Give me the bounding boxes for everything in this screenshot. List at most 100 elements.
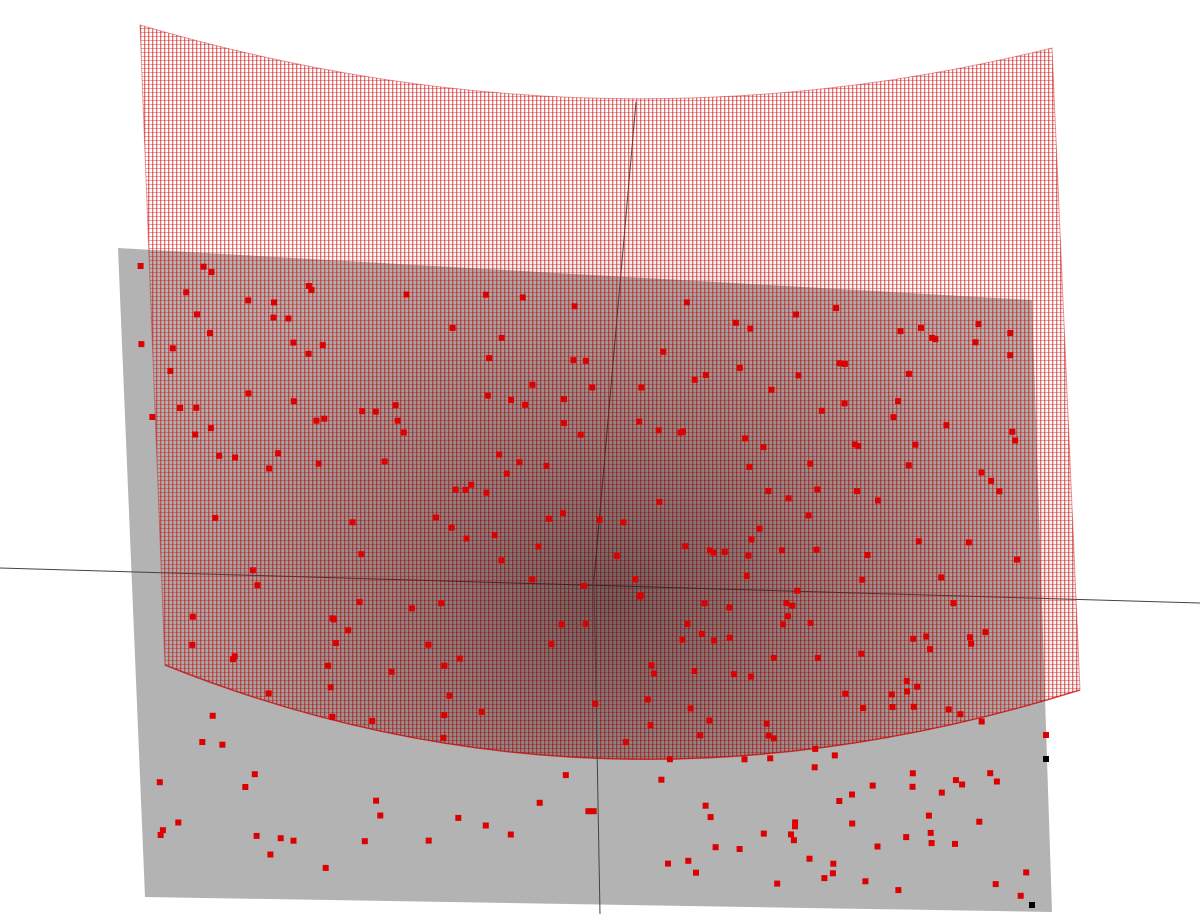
- sample-point: [636, 418, 643, 425]
- sample-point: [482, 822, 489, 829]
- sample-point: [558, 621, 565, 628]
- sample-point: [767, 755, 774, 762]
- paraboloid-mesh: [139, 24, 1081, 760]
- sample-point: [711, 637, 718, 644]
- sample-point: [996, 488, 1003, 495]
- sample-point: [912, 441, 919, 448]
- sample-point: [702, 372, 709, 378]
- sample-point: [710, 549, 717, 556]
- sample-point: [651, 670, 658, 677]
- sample-point: [807, 460, 814, 467]
- sample-point: [582, 620, 589, 627]
- sample-point: [157, 832, 164, 838]
- sample-point: [199, 739, 206, 745]
- sample-point: [746, 463, 753, 470]
- sample-point: [682, 543, 689, 550]
- sample-point: [763, 720, 770, 727]
- sample-point: [788, 831, 794, 838]
- sample-point: [290, 837, 297, 844]
- sample-point: [267, 851, 274, 858]
- sample-point: [792, 819, 799, 826]
- sample-point: [706, 717, 713, 724]
- sample-point: [194, 311, 200, 318]
- sample-point: [765, 732, 772, 739]
- sample-point: [207, 425, 214, 432]
- sample-point: [581, 583, 587, 589]
- sample-point: [874, 843, 881, 850]
- sample-point: [811, 764, 818, 771]
- sample-point: [251, 771, 258, 778]
- sample-point: [209, 712, 216, 719]
- sample-point: [637, 592, 644, 599]
- sample-point: [745, 552, 752, 559]
- sample-point: [736, 846, 743, 852]
- sample-point: [483, 489, 490, 496]
- sample-point: [685, 857, 692, 864]
- sample-point: [915, 538, 922, 545]
- sample-point: [833, 305, 840, 312]
- sample-point: [433, 514, 440, 521]
- sample-point: [988, 477, 995, 484]
- sample-point: [242, 784, 249, 790]
- sample-point: [149, 414, 156, 420]
- sample-point: [658, 776, 665, 783]
- sample-point: [548, 641, 555, 648]
- sample-point: [794, 587, 801, 594]
- sample-point: [683, 299, 690, 306]
- sample-point: [585, 808, 592, 815]
- sample-point: [425, 837, 432, 844]
- sample-point: [932, 336, 939, 343]
- sample-point: [965, 539, 972, 546]
- sample-point: [392, 402, 399, 409]
- sample-point: [620, 519, 627, 526]
- sample-point: [189, 613, 196, 620]
- sample-point: [923, 633, 930, 640]
- sample-point: [952, 840, 958, 847]
- sample-point: [438, 600, 445, 607]
- sample-point: [290, 339, 297, 346]
- sample-point: [975, 321, 982, 328]
- sample-point: [665, 860, 671, 867]
- sample-point: [875, 497, 881, 504]
- sample-point: [785, 495, 792, 502]
- sample-point: [938, 789, 945, 796]
- sample-point: [910, 703, 917, 710]
- sample-point: [1007, 330, 1014, 336]
- sample-point: [742, 435, 749, 442]
- sample-point: [503, 470, 510, 477]
- sample-point: [858, 650, 865, 657]
- sample-point: [732, 319, 739, 326]
- sample-point: [200, 263, 207, 270]
- sample-point: [455, 814, 462, 821]
- sample-point: [687, 705, 694, 712]
- sample-point: [679, 636, 686, 643]
- sample-point: [266, 465, 273, 472]
- sample-point: [904, 688, 910, 695]
- sample-point: [849, 791, 855, 798]
- sample-point: [571, 303, 578, 310]
- sample-point: [498, 334, 505, 341]
- sample-point: [707, 547, 713, 554]
- sample-point: [356, 599, 363, 606]
- outlier-point: [1043, 732, 1049, 738]
- sample-point: [952, 777, 959, 784]
- sample-point: [895, 887, 902, 894]
- sample-point: [992, 881, 999, 888]
- sample-point: [327, 684, 334, 691]
- sample-point: [535, 543, 542, 550]
- sample-point: [358, 551, 365, 558]
- sample-point: [560, 510, 566, 517]
- sample-point: [441, 662, 448, 669]
- sample-point: [741, 756, 748, 763]
- sample-point: [648, 662, 655, 669]
- sample-point: [897, 328, 904, 335]
- sample-point: [756, 525, 763, 532]
- sample-point: [860, 705, 867, 712]
- sample-point: [169, 345, 176, 352]
- sample-point: [836, 360, 843, 367]
- sample-point: [841, 360, 848, 367]
- sample-point: [491, 532, 498, 539]
- sample-point: [1009, 428, 1016, 435]
